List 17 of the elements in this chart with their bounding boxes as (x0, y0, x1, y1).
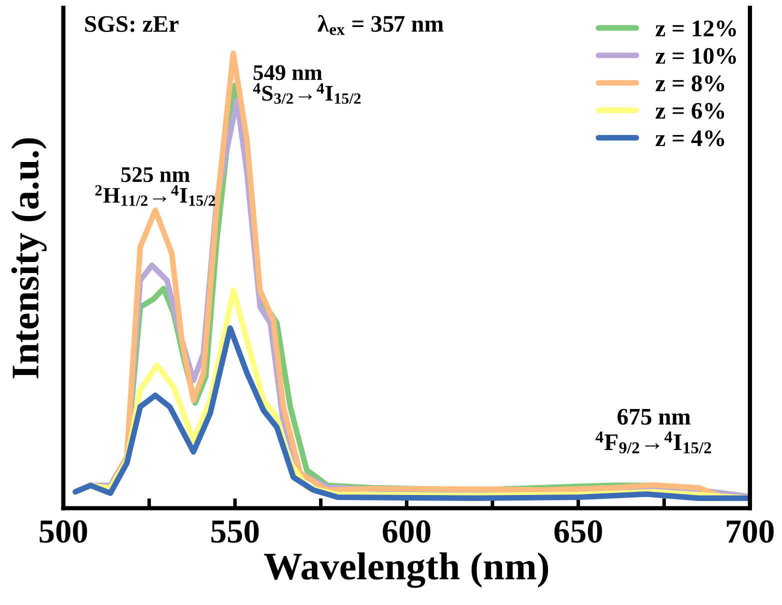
legend-label: z = 4% (656, 130, 724, 146)
text: λ$_{ex}$ = 357 nm (318, 14, 444, 36)
x-tick-label: 650 (554, 520, 602, 543)
x-tick-label: 550 (211, 520, 259, 543)
x-tick-label: 600 (382, 520, 430, 543)
annotation: 549 nm $^{4}$S$_{3/2}$→$^{4}$I$_{15/2}$ (253, 65, 361, 104)
y-axis-title: Intensity (a.u.) (11, 138, 47, 378)
x-tick-label: 700 (726, 520, 774, 543)
x-axis-title: Wavelength (nm) (264, 552, 548, 588)
text: SGS: zEr (85, 16, 179, 32)
annotation: 675 nm $^{4}$F$_{9/2}$→$^{4}$I$_{15/2}$ (596, 408, 712, 454)
x-tick-label: 500 (40, 520, 88, 543)
legend-label: z = 8% (656, 75, 724, 92)
legend-label: z = 10% (656, 48, 736, 64)
legend-label: z = 12% (656, 20, 736, 37)
legend-label: z = 6% (656, 102, 724, 119)
annotation: 525 nm $^{2}$H$_{11/2}$→$^{4}$I$_{15/2}$ (95, 167, 216, 206)
